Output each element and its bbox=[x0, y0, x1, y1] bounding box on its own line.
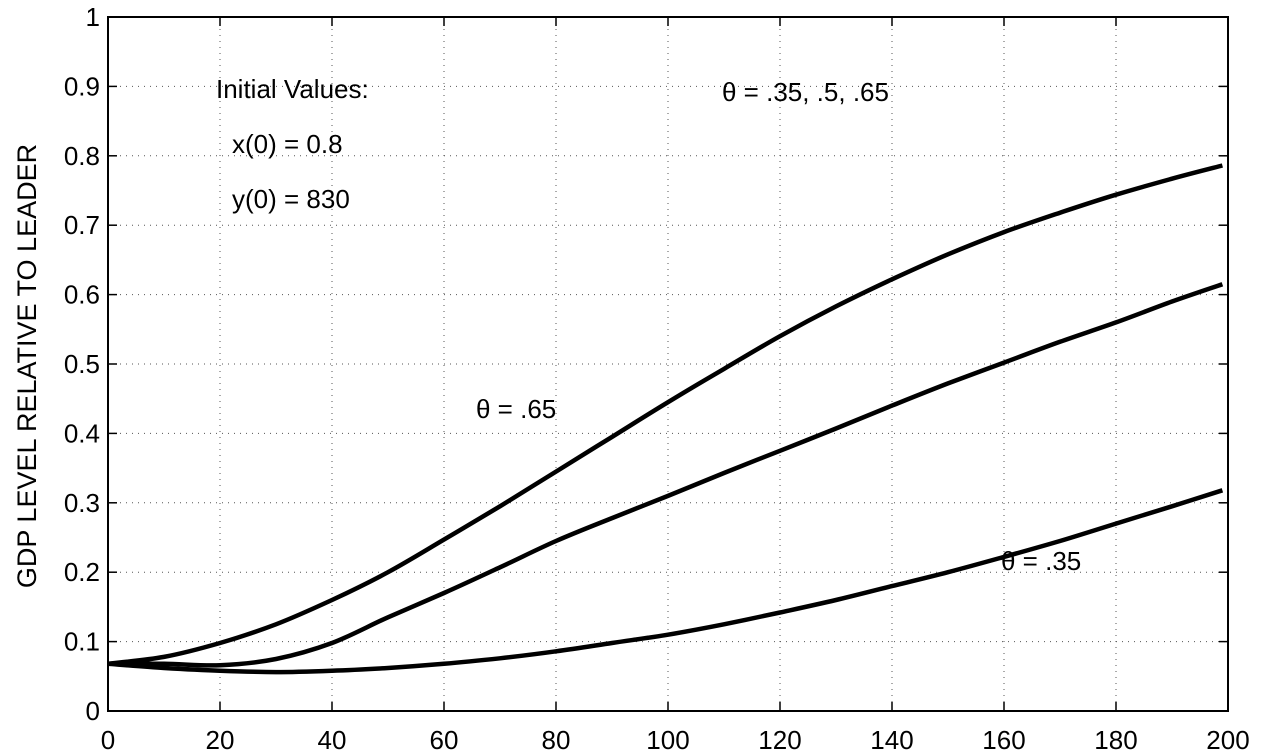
x-tick-label: 20 bbox=[206, 725, 235, 755]
theta-high-label: θ = .65 bbox=[476, 394, 556, 424]
y-tick-label: 0.1 bbox=[64, 627, 100, 657]
x-tick-label: 200 bbox=[1206, 725, 1249, 755]
y-tick-label: 1 bbox=[86, 2, 100, 32]
x-tick-label: 60 bbox=[430, 725, 459, 755]
tick-labels: 0 20 40 60 80 100 120 140 160 180 200 0 0.1 0.2 0.3 0.4… bbox=[64, 2, 1250, 755]
series-line-2 bbox=[107, 163, 1223, 667]
y-tick-label: 0 bbox=[86, 696, 100, 726]
x-tick-label: 160 bbox=[982, 725, 1025, 755]
y-tick-label: 0.7 bbox=[64, 210, 100, 240]
y-tick-label: 0.8 bbox=[64, 141, 100, 171]
initial-values-label: Initial Values: bbox=[216, 74, 369, 104]
theta-low-label: θ = .35 bbox=[1001, 546, 1081, 576]
ticks bbox=[107, 16, 1229, 712]
y-tick-label: 0.2 bbox=[64, 557, 100, 587]
x-tick-label: 100 bbox=[646, 725, 689, 755]
theta-values-label: θ = .35, .5, .65 bbox=[722, 77, 889, 107]
y-tick-label: 0.3 bbox=[64, 488, 100, 518]
series-line-1 bbox=[107, 282, 1224, 668]
y-tick-label: 0.9 bbox=[64, 71, 100, 101]
x-tick-label: 140 bbox=[870, 725, 913, 755]
x-tick-label: 120 bbox=[758, 725, 801, 755]
y-tick-label: 0.5 bbox=[64, 349, 100, 379]
x0-label: x(0) = 0.8 bbox=[232, 129, 343, 159]
y-axis-label: GDP LEVEL RELATIVE TO LEADER bbox=[12, 144, 42, 588]
x-tick-label: 80 bbox=[542, 725, 571, 755]
x-tick-label: 180 bbox=[1094, 725, 1137, 755]
grid bbox=[108, 17, 1228, 711]
x-tick-label: 40 bbox=[318, 725, 347, 755]
series-layer bbox=[107, 163, 1224, 675]
y-tick-label: 0.4 bbox=[64, 418, 100, 448]
y-tick-label: 0.6 bbox=[64, 280, 100, 310]
series-line-3 bbox=[107, 488, 1224, 675]
x-tick-label: 0 bbox=[101, 725, 115, 755]
y0-label: y(0) = 830 bbox=[232, 184, 350, 214]
